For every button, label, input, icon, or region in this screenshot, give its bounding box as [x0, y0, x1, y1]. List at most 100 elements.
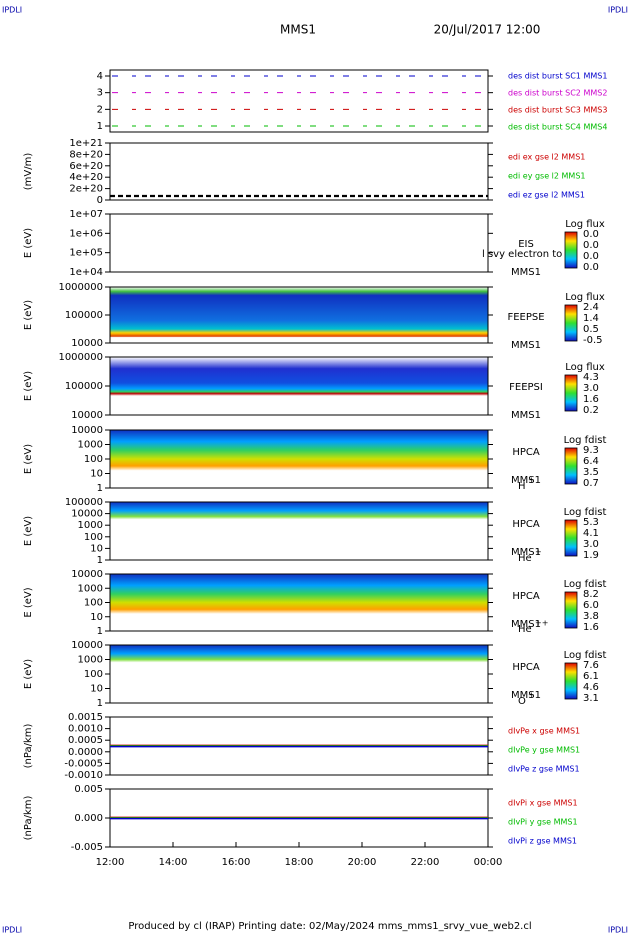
panel-frame	[109, 501, 489, 561]
colorbar	[564, 231, 578, 269]
instrument-label: MMS1	[511, 267, 541, 278]
y-tick-label: 10000	[71, 425, 103, 436]
overlay-label: l svy electron to	[482, 249, 562, 260]
y-axis-label: E (eV)	[23, 659, 34, 689]
colorbar-tick-label: 3.0	[583, 383, 599, 394]
colorbar-tick-label: 3.5	[583, 467, 599, 478]
y-axis-label: (mV/m)	[23, 153, 34, 191]
y-tick-label: 1000000	[58, 282, 103, 293]
charge: +	[535, 548, 542, 557]
y-tick-label: 100000	[65, 381, 103, 392]
instrument-label: FEEPSE	[507, 312, 544, 323]
y-tick-label: 10000	[71, 569, 103, 580]
y-tick-label: 1000	[78, 520, 103, 531]
instrument-label: HPCA	[512, 591, 540, 602]
instrument-label: MMS1	[511, 340, 541, 351]
y-tick-label: 0.0000	[68, 747, 103, 758]
y-tick-label: 100	[84, 454, 103, 465]
colorbar	[564, 662, 578, 700]
species: H	[518, 481, 526, 492]
instrument-label: MMS1	[511, 619, 541, 630]
y-tick-label: -0.005	[71, 842, 103, 853]
y-tick-label: 0.000	[74, 813, 103, 824]
y-tick-label: 10	[90, 684, 103, 695]
x-tick-label: 16:00	[222, 857, 251, 868]
colorbar-tick-label: 3.0	[583, 539, 599, 550]
x-tick-label: 00:00	[474, 857, 503, 868]
panel-frame	[109, 142, 489, 201]
colorbar-tick-label: 3.1	[583, 693, 599, 704]
colorbar-tick-label: 2.4	[583, 302, 599, 313]
y-tick-label: 0.0010	[68, 724, 103, 735]
corner-mark: IPDLI	[608, 6, 628, 15]
colorbar	[564, 519, 578, 557]
y-tick-label: 10000	[71, 509, 103, 520]
y-tick-label: 1000	[78, 583, 103, 594]
y-tick-label: 100	[84, 669, 103, 680]
y-axis-label: E (eV)	[23, 371, 34, 401]
colorbar-title: Log flux	[565, 362, 605, 373]
corner-mark: IPDLI	[2, 6, 22, 15]
y-tick-label: 10000	[71, 640, 103, 651]
y-axis-label: E (eV)	[23, 444, 34, 474]
colorbar-tick-label: 0.5	[583, 324, 599, 335]
y-tick-label: 1e+06	[69, 228, 103, 239]
legend-entry: des dist burst SC1 MMS1	[508, 72, 607, 81]
legend-entry: dIvPe z gse MMS1	[508, 765, 580, 774]
colorbar-tick-label: 6.4	[583, 456, 599, 467]
charge: +	[528, 691, 535, 700]
y-tick-label: 3	[97, 88, 103, 99]
instrument-label: MMS1	[511, 690, 541, 701]
spectrogram	[110, 287, 488, 343]
spectrogram	[110, 645, 488, 703]
spectrogram	[110, 574, 488, 631]
title: MMS1	[280, 23, 316, 37]
colorbar-tick-label: 0.7	[583, 478, 599, 489]
panel-frame	[109, 69, 489, 133]
species: He	[518, 624, 532, 635]
colorbar-tick-label: 1.9	[583, 550, 599, 561]
y-tick-label: 1	[97, 626, 103, 637]
colorbar-title: Log fdist	[564, 435, 607, 446]
colorbar-tick-label: 8.2	[583, 589, 599, 600]
colorbar-tick-label: 3.8	[583, 611, 599, 622]
date: 20/Jul/2017 12:00	[434, 23, 541, 37]
y-tick-label: 1	[97, 555, 103, 566]
legend-entry: dIvPe y gse MMS1	[508, 746, 580, 755]
y-tick-label: 0.0015	[68, 712, 103, 723]
corner-mark: IPDLI	[2, 926, 22, 934]
instrument-label: MMS1	[511, 475, 541, 486]
y-tick-label: 100000	[65, 310, 103, 321]
colorbar-tick-label: 6.0	[583, 600, 599, 611]
instrument-label: FEEPSI	[509, 382, 543, 393]
legend-entry: dIvPi x gse MMS1	[508, 799, 578, 808]
colorbar-tick-label: 4.6	[583, 682, 599, 693]
y-axis-label: E (eV)	[23, 587, 34, 617]
y-tick-label: 1	[97, 698, 103, 709]
colorbar-tick-label: 6.1	[583, 671, 599, 682]
colorbar-tick-label: 0.0	[583, 229, 599, 240]
colorbar-tick-label: 1.6	[583, 394, 599, 405]
y-tick-label: 8e+20	[69, 149, 103, 160]
y-tick-label: 10	[90, 469, 103, 480]
y-tick-label: 6e+20	[69, 161, 103, 172]
charge: ++	[535, 619, 548, 628]
colorbar-tick-label: 0.0	[583, 251, 599, 262]
y-tick-label: 0.0005	[68, 735, 103, 746]
y-tick-label: 1000	[78, 655, 103, 666]
colorbar-tick-label: 4.3	[583, 372, 599, 383]
x-tick-label: 14:00	[159, 857, 188, 868]
y-tick-label: 10000	[71, 338, 103, 349]
colorbar-title: Log fdist	[564, 579, 607, 590]
legend-entry: des dist burst SC4 MMS4	[508, 123, 607, 132]
y-tick-label: 1000000	[58, 352, 103, 363]
y-tick-label: 1e+21	[69, 138, 103, 149]
charge: +	[528, 476, 535, 485]
colorbar	[564, 447, 578, 485]
legend-entry: edi ex gse l2 MMS1	[508, 153, 585, 162]
colorbar-tick-label: 0.0	[583, 240, 599, 251]
legend-entry: dIvPe x gse MMS1	[508, 727, 580, 736]
y-tick-label: 0	[97, 195, 103, 206]
colorbar-tick-label: 4.1	[583, 528, 599, 539]
